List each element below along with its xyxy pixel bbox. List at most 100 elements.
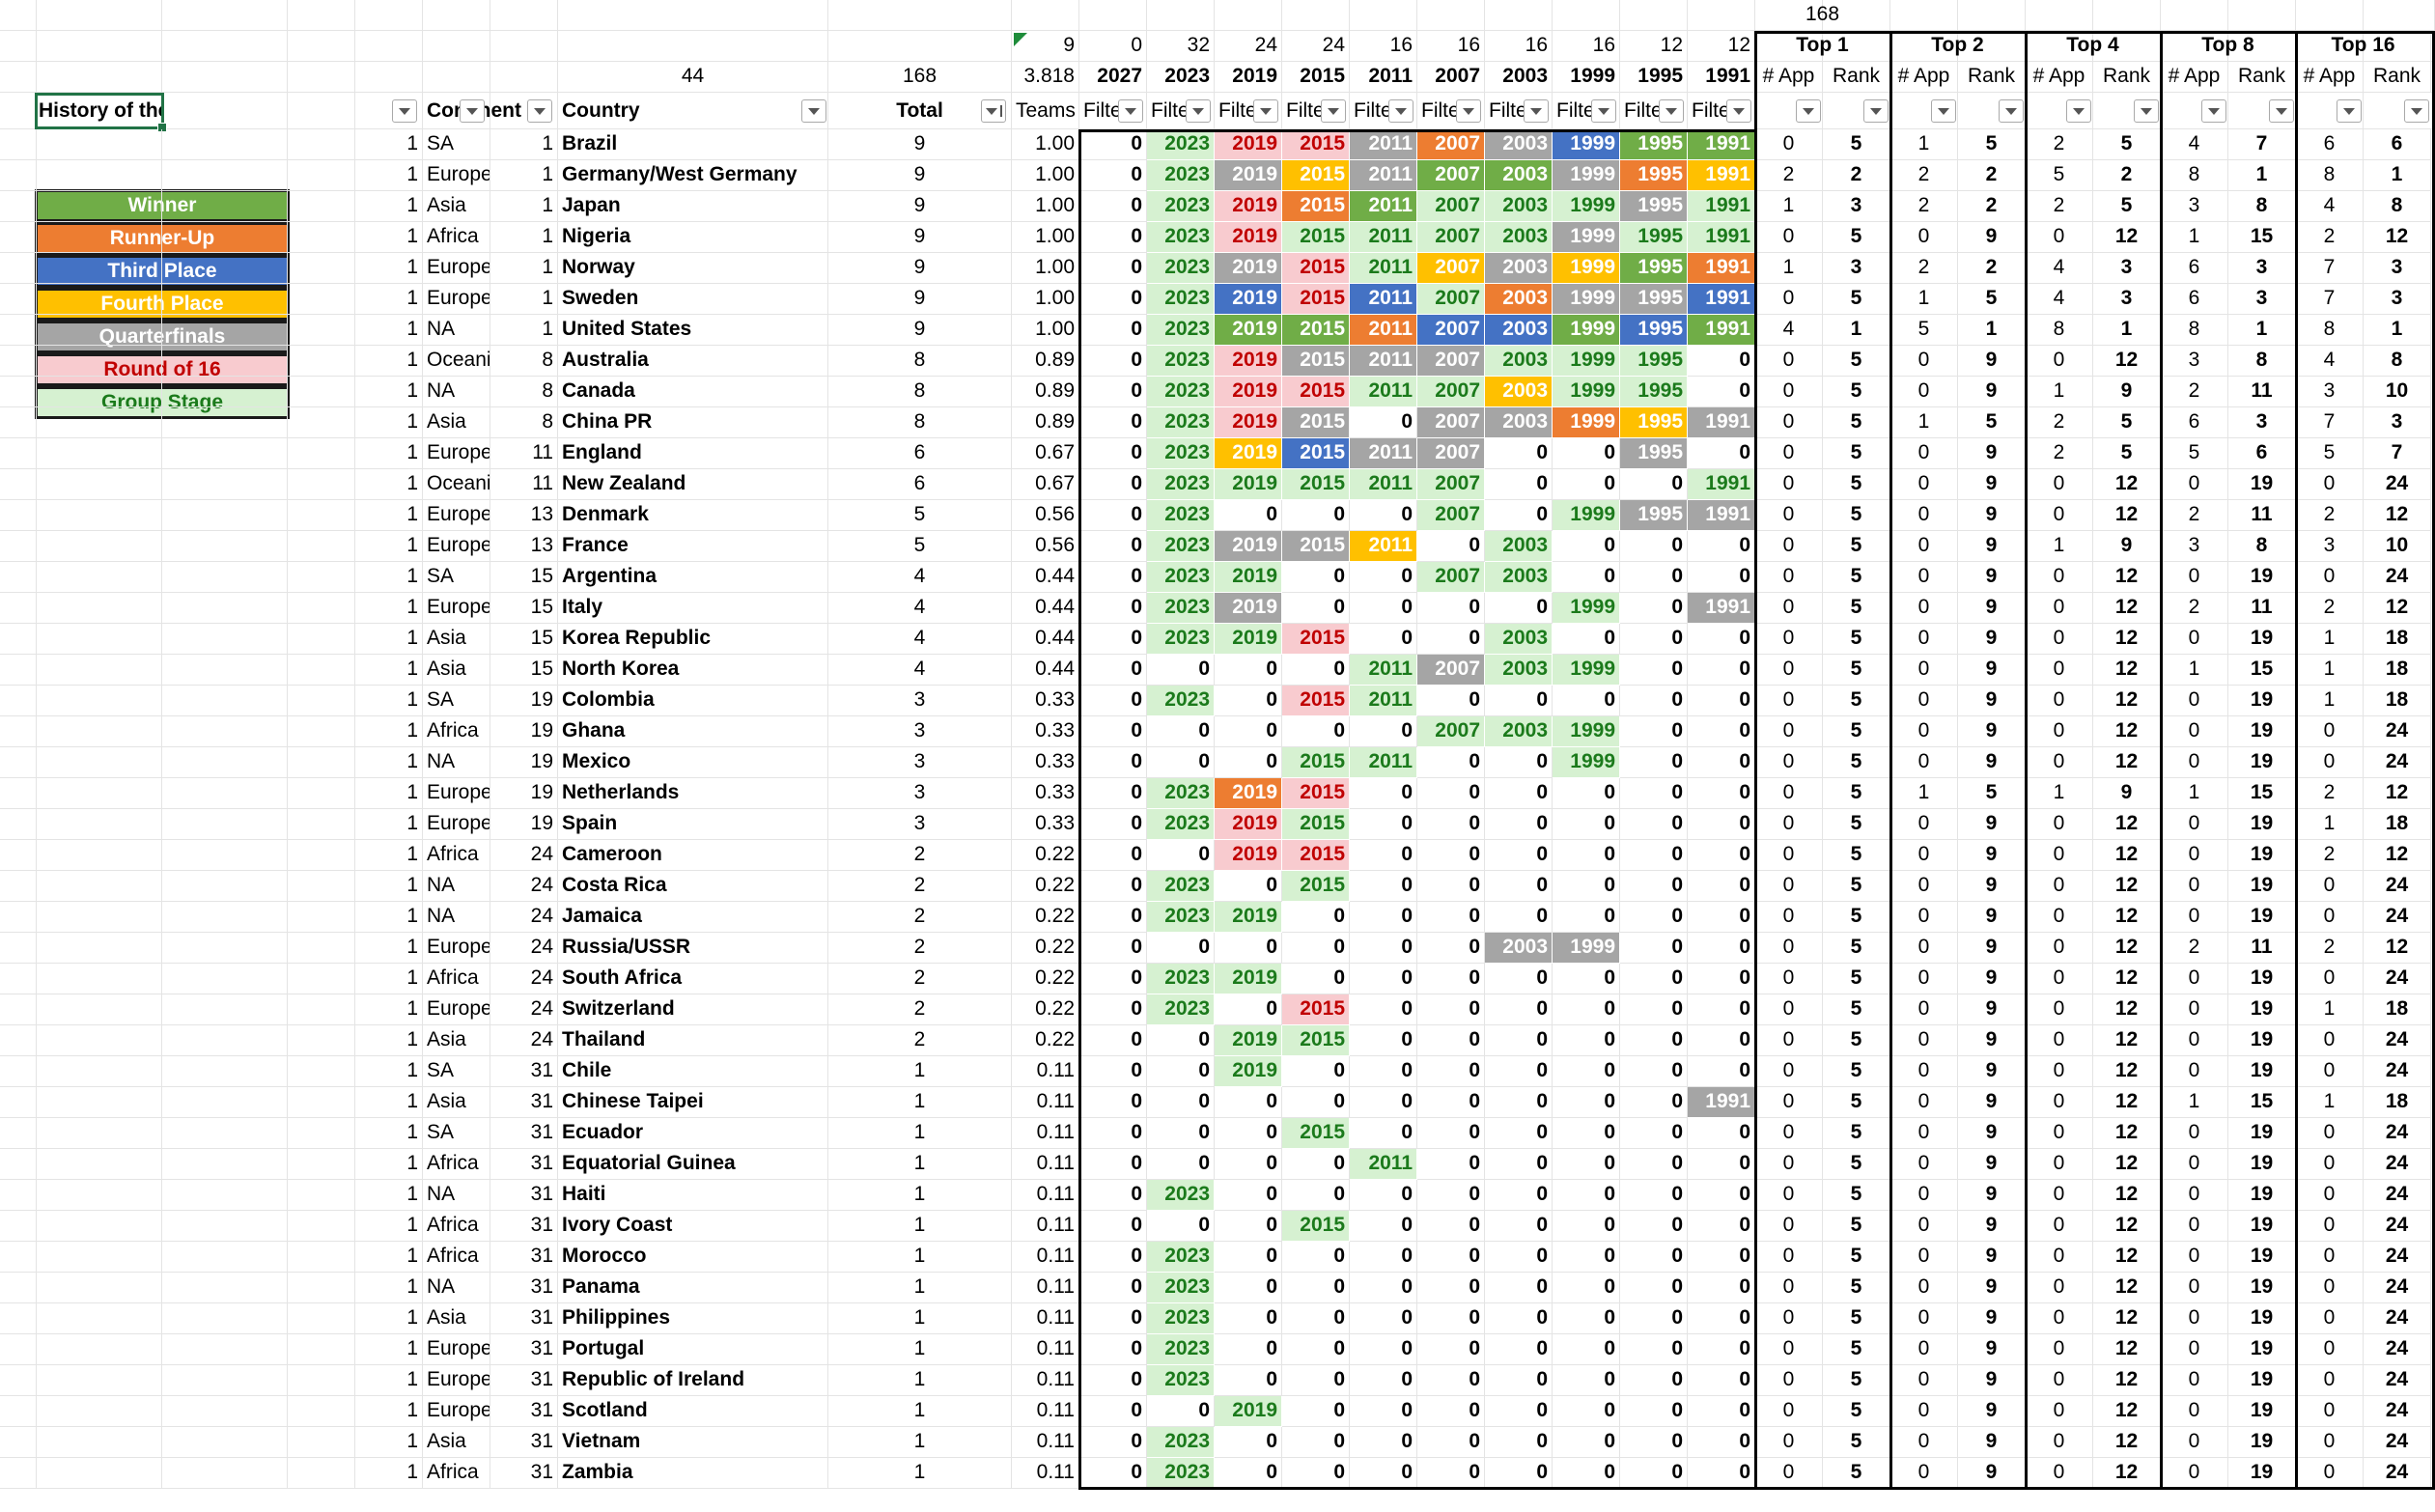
empty-cell[interactable] [0,469,37,500]
group-rank-cell[interactable]: 2 [1958,160,2026,191]
group-rank-cell[interactable]: 12 [2093,1365,2161,1396]
total-cell[interactable]: 3 [828,686,1012,716]
legend-item[interactable]: Group Stage [35,386,290,419]
group-rank-cell[interactable]: 9 [2093,531,2161,562]
year-result-cell[interactable]: 0 [1350,902,1417,933]
year-result-cell[interactable]: 0 [1282,964,1350,994]
group-app-cell[interactable]: 0 [1755,222,1823,253]
year-result-cell[interactable]: 0 [1215,1458,1282,1489]
empty-cell[interactable] [0,840,37,871]
year-result-cell[interactable]: 0 [1282,1458,1350,1489]
year-result-cell[interactable]: 1995 [1620,129,1688,160]
filter-dropdown-icon[interactable] [1524,99,1549,123]
group-rank-cell[interactable]: 9 [1958,871,2026,902]
year-result-cell[interactable]: 0 [1350,1365,1417,1396]
year-result-cell[interactable]: 0 [1417,902,1485,933]
country-cell[interactable]: Mexico [558,747,828,778]
year-result-cell[interactable]: 0 [1079,253,1147,284]
empty-cell[interactable] [37,129,162,160]
total-cell[interactable]: 1 [828,1365,1012,1396]
empty-cell[interactable] [162,1334,288,1365]
total-cell[interactable]: 5 [828,531,1012,562]
group-app-cell[interactable]: 0 [2026,1334,2093,1365]
total-cell[interactable]: 1 [828,1242,1012,1273]
group-rank-cell[interactable]: 12 [2093,1273,2161,1303]
flag-cell[interactable]: 1 [355,500,423,531]
year-result-cell[interactable]: 0 [1485,1273,1553,1303]
rank-subheader-cell[interactable]: Rank [1958,62,2026,93]
year-result-cell[interactable]: 0 [1079,1303,1147,1334]
year-header-cell[interactable]: 2027 [1079,62,1147,93]
year-result-cell[interactable]: 2003 [1485,315,1553,346]
group-rank-cell[interactable]: 24 [2364,1458,2431,1489]
year-result-cell[interactable]: 2023 [1147,871,1215,902]
year-result-cell[interactable]: 0 [1417,1458,1485,1489]
filter-dropdown-icon[interactable] [1253,99,1278,123]
year-result-cell[interactable]: 0 [1485,1303,1553,1334]
group-rank-cell[interactable]: 9 [1958,469,2026,500]
empty-cell[interactable] [37,655,162,686]
group-rank-cell[interactable]: 3 [2228,407,2296,438]
year-result-cell[interactable]: 0 [1079,562,1147,593]
year-result-cell[interactable]: 0 [1282,1149,1350,1180]
year-result-cell[interactable]: 0 [1147,840,1215,871]
group-rank-cell[interactable]: 9 [1958,1242,2026,1273]
year-result-cell[interactable]: 0 [1147,1025,1215,1056]
group-rank-cell[interactable]: 24 [2364,1303,2431,1334]
group-rank-cell[interactable]: 9 [1958,1149,2026,1180]
year-result-cell[interactable]: 2015 [1282,686,1350,716]
group-rank-cell[interactable]: 5 [1823,1180,1890,1211]
group-rank-cell[interactable]: 5 [1823,377,1890,407]
empty-cell[interactable] [288,407,355,438]
filter-dropdown-icon[interactable] [1999,99,2024,123]
year-result-cell[interactable]: 0 [1417,1334,1485,1365]
empty-cell[interactable] [288,1303,355,1334]
group-header-cell[interactable]: Top 8 [2161,31,2296,62]
empty-cell[interactable] [1012,0,1079,31]
year-result-cell[interactable]: 0 [1079,933,1147,964]
total-cell[interactable]: 1 [828,1118,1012,1149]
year-result-cell[interactable]: 0 [1485,1334,1553,1365]
group-app-cell[interactable]: 0 [2161,747,2228,778]
year-result-cell[interactable]: 2019 [1215,624,1282,655]
country-cell[interactable]: South Africa [558,964,828,994]
group-rank-cell[interactable]: 5 [1823,1149,1890,1180]
total-cell[interactable]: 1 [828,1458,1012,1489]
continent-cell[interactable]: Africa [423,1211,490,1242]
group-rank-cell[interactable]: 5 [1823,531,1890,562]
group-app-cell[interactable]: 0 [1890,1118,1958,1149]
year-result-cell[interactable]: 0 [1620,1273,1688,1303]
empty-cell[interactable] [1147,0,1215,31]
group-app-cell[interactable]: 1 [2161,1087,2228,1118]
year-result-cell[interactable]: 0 [1350,1180,1417,1211]
year-result-cell[interactable]: 2007 [1417,346,1485,377]
year-result-cell[interactable]: 0 [1688,994,1755,1025]
year-result-cell[interactable]: 0 [1688,1211,1755,1242]
filter-dropdown-icon[interactable] [1118,99,1143,123]
year-size-cell[interactable]: 16 [1553,31,1620,62]
empty-cell[interactable] [288,747,355,778]
year-result-cell[interactable]: 0 [1620,716,1688,747]
group-app-cell[interactable]: 0 [2161,1365,2228,1396]
empty-cell[interactable] [162,747,288,778]
year-result-cell[interactable]: 0 [1079,129,1147,160]
flag-cell[interactable]: 1 [355,933,423,964]
group-rank-cell[interactable]: 12 [2364,500,2431,531]
empty-cell[interactable] [1755,93,1823,129]
year-result-cell[interactable]: 0 [1350,1273,1417,1303]
group-app-cell[interactable]: 5 [2161,438,2228,469]
continent-cell[interactable]: Europe [423,1365,490,1396]
year-result-cell[interactable]: 1991 [1688,407,1755,438]
group-app-cell[interactable]: 0 [2296,747,2364,778]
group-app-cell[interactable]: 2 [1890,253,1958,284]
year-result-cell[interactable]: 0 [1417,1273,1485,1303]
group-app-cell[interactable]: 8 [2026,315,2093,346]
group-rank-cell[interactable]: 24 [2364,747,2431,778]
year-result-cell[interactable]: 0 [1485,1056,1553,1087]
empty-cell[interactable] [162,93,288,129]
continent-cell[interactable]: Africa [423,1242,490,1273]
group-rank-cell[interactable]: 12 [2364,933,2431,964]
year-result-cell[interactable]: 0 [1282,655,1350,686]
group-app-cell[interactable]: 2 [2161,500,2228,531]
group-app-cell[interactable]: 0 [2296,902,2364,933]
